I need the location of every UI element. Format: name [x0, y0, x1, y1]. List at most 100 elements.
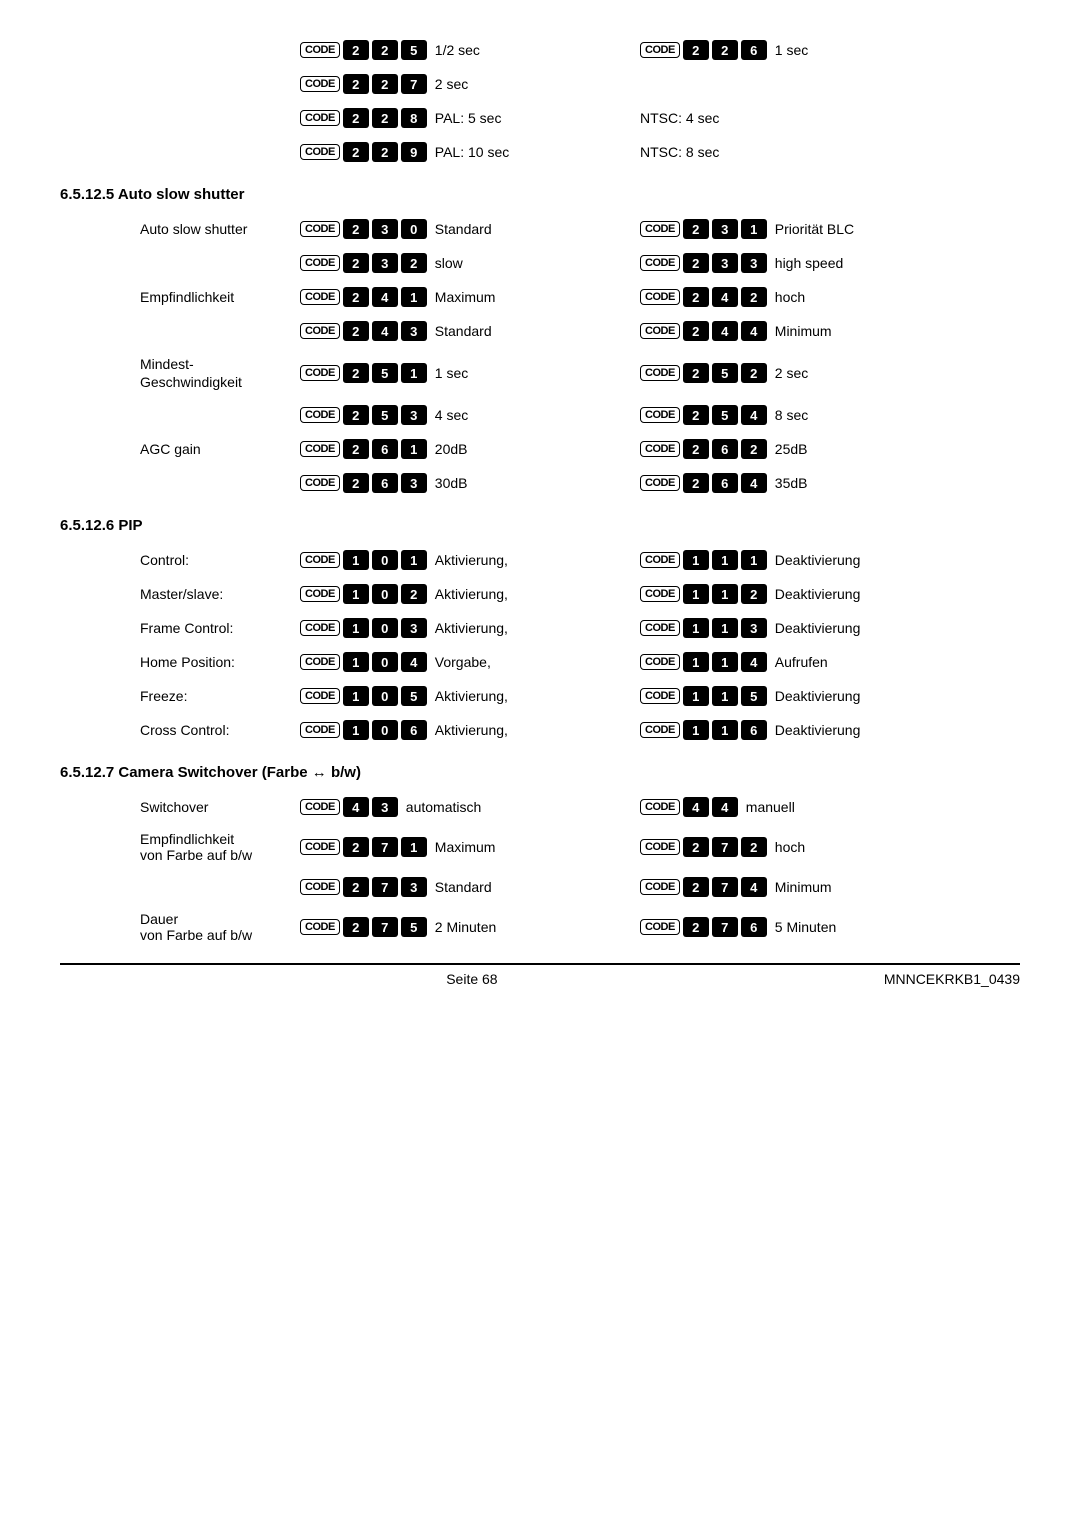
code-label: CODE	[640, 654, 680, 670]
code-digit: 4	[372, 287, 398, 307]
code-digit: 6	[401, 720, 427, 740]
content-block: Control:CODE101Aktivierung,CODE111Deakti…	[140, 550, 1020, 740]
code-text: Aufrufen	[775, 654, 828, 670]
row-label: Empfindlichkeitvon Farbe auf b/w	[140, 831, 300, 863]
code-digit: 1	[683, 720, 709, 740]
code-item: CODE231Priorität BLC	[640, 219, 960, 239]
code-label: CODE	[640, 879, 680, 895]
pair-container: CODE232slowCODE233high speed	[300, 253, 1020, 273]
code-row: Mindest-GeschwindigkeitCODE2511 secCODE2…	[140, 355, 1020, 391]
code-text: 35dB	[775, 475, 808, 491]
code-label: CODE	[300, 839, 340, 855]
code-text: PAL: 5 sec	[435, 110, 502, 126]
code-badge: CODE227	[300, 74, 427, 94]
code-digit: 1	[343, 686, 369, 706]
code-digit: 2	[343, 837, 369, 857]
code-digit: 6	[741, 917, 767, 937]
pair-container: CODE271Maximum CODE272 hoch	[300, 837, 1020, 857]
code-badge: CODE226	[640, 40, 767, 60]
code-digit: 3	[401, 618, 427, 638]
code-row: Control:CODE101Aktivierung,CODE111Deakti…	[140, 550, 1020, 570]
code-badge: CODE230	[300, 219, 427, 239]
code-text: Deaktivierung	[775, 722, 861, 738]
code-item: CODE26225dB	[640, 439, 960, 459]
row-label: Empfindlichkeit	[140, 289, 300, 305]
code-badge: CODE225	[300, 40, 427, 60]
pair-container: CODE26330dBCODE26435dB	[300, 473, 1020, 493]
pair-container: CODE43automatischCODE44manuell	[300, 797, 1020, 817]
footer-page: Seite 68	[446, 971, 497, 987]
code-digit: 5	[712, 363, 738, 383]
code-badge: CODE228	[300, 108, 427, 128]
code-item: CODE113Deaktivierung	[640, 618, 960, 638]
code-badge: CODE272	[640, 837, 767, 857]
code-digit: 2	[343, 108, 369, 128]
code-item: CODE103Aktivierung,	[300, 618, 620, 638]
code-text: NTSC: 4 sec	[640, 108, 960, 128]
code-item: CODE26120dB	[300, 439, 620, 459]
section-heading: 6.5.12.5 Auto slow shutter	[60, 186, 1020, 203]
code-digit: 2	[372, 40, 398, 60]
code-label: CODE	[300, 221, 340, 237]
code-digit: 1	[343, 550, 369, 570]
code-digit: 2	[683, 321, 709, 341]
pair-container: CODE26120dB CODE26225dB	[300, 439, 1020, 459]
code-digit: 1	[683, 686, 709, 706]
code-digit: 1	[712, 550, 738, 570]
content-block: SwitchoverCODE43automatischCODE44manuell…	[140, 797, 1020, 943]
code-item: CODE228 PAL: 5 sec	[300, 108, 620, 128]
code-digit: 1	[741, 550, 767, 570]
code-label: CODE	[640, 221, 680, 237]
code-digit: 2	[372, 74, 398, 94]
code-row: Master/slave:CODE102Aktivierung,CODE112D…	[140, 584, 1020, 604]
code-digit: 1	[741, 219, 767, 239]
code-label: CODE	[300, 799, 340, 815]
code-text: 2 sec	[775, 365, 808, 381]
code-badge: CODE115	[640, 686, 767, 706]
row-label: AGC gain	[140, 441, 300, 457]
code-text: Aktivierung,	[435, 586, 508, 602]
row-label: Dauervon Farbe auf b/w	[140, 911, 300, 943]
code-text: 1 sec	[435, 365, 468, 381]
code-label: CODE	[300, 441, 340, 457]
pair-container: CODE102Aktivierung,CODE112Deaktivierung	[300, 584, 1020, 604]
code-digit: 3	[372, 219, 398, 239]
pair-container: CODE229PAL: 10 secNTSC: 8 sec	[300, 142, 1020, 162]
code-digit: 3	[741, 253, 767, 273]
code-row: Home Position:CODE104Vorgabe,CODE114Aufr…	[140, 652, 1020, 672]
code-label: CODE	[640, 586, 680, 602]
code-digit: 3	[741, 618, 767, 638]
pair-container: CODE230StandardCODE231Priorität BLC	[300, 219, 1020, 239]
code-item: CODE101Aktivierung,	[300, 550, 620, 570]
code-digit: 1	[401, 439, 427, 459]
code-digit: 0	[372, 652, 398, 672]
code-badge: CODE104	[300, 652, 427, 672]
code-badge: CODE103	[300, 618, 427, 638]
code-label: CODE	[300, 620, 340, 636]
code-badge: CODE271	[300, 837, 427, 857]
code-row: EmpfindlichkeitCODE241MaximumCODE242hoch	[140, 287, 1020, 307]
code-item: CODE2272 sec	[300, 74, 620, 94]
code-label: CODE	[300, 110, 340, 126]
pair-container: CODE2511 secCODE2522 sec	[300, 363, 1020, 383]
code-row: CODE2272 sec	[140, 74, 1020, 94]
code-item: CODE242hoch	[640, 287, 960, 307]
code-badge: CODE275	[300, 917, 427, 937]
code-item: CODE271Maximum	[300, 837, 620, 857]
code-item: CODE26435dB	[640, 473, 960, 493]
section-heading: 6.5.12.6 PIP	[60, 517, 1020, 534]
code-text: hoch	[775, 839, 805, 855]
code-digit: 2	[683, 473, 709, 493]
code-text: Deaktivierung	[775, 688, 861, 704]
code-item: CODE274Minimum	[640, 877, 960, 897]
code-row: CODE228 PAL: 5 sec NTSC: 4 sec	[140, 108, 1020, 128]
code-digit: 5	[372, 405, 398, 425]
row-label: Switchover	[140, 799, 300, 815]
code-label: CODE	[300, 289, 340, 305]
code-text: manuell	[746, 799, 795, 815]
code-digit: 5	[372, 363, 398, 383]
code-digit: 2	[343, 917, 369, 937]
code-label: CODE	[640, 799, 680, 815]
pair-container: CODE273StandardCODE274Minimum	[300, 877, 1020, 897]
code-digit: 2	[343, 363, 369, 383]
